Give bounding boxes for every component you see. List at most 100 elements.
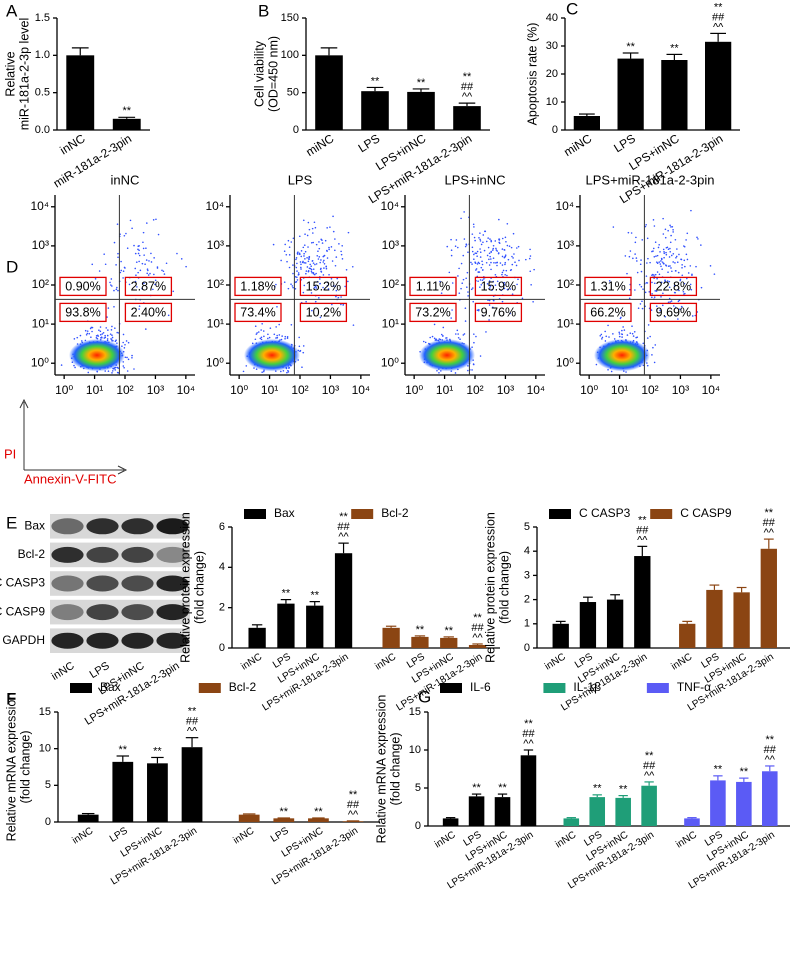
bar xyxy=(579,602,597,648)
scatter-dot xyxy=(111,336,114,339)
scatter-dot xyxy=(334,285,337,287)
scatter-dot xyxy=(667,248,670,251)
scatter-dot xyxy=(482,314,484,317)
x-tick-label: miNC xyxy=(303,131,336,159)
scatter-dot xyxy=(319,268,322,271)
significance-mark: ## xyxy=(712,11,725,23)
scatter-dot xyxy=(261,371,263,373)
scatter-dot xyxy=(668,256,671,258)
x-tick-label: 10¹ xyxy=(261,383,278,397)
scatter-dot xyxy=(94,278,97,280)
scatter-dot xyxy=(665,251,667,254)
scatter-dot xyxy=(310,241,313,244)
scatter-dot xyxy=(110,329,113,331)
legend-label: Bax xyxy=(100,680,121,694)
scatter-dot xyxy=(498,238,501,240)
x-tick-label: inNC xyxy=(670,651,695,672)
scatter-dot xyxy=(613,338,616,340)
y-tick-label: 0 xyxy=(45,816,51,828)
blot-band xyxy=(51,604,84,621)
scatter-dot xyxy=(128,283,131,286)
scatter-dot xyxy=(494,240,497,242)
scatter-dot xyxy=(116,371,119,374)
scatter-dot xyxy=(338,243,340,245)
scatter-dot xyxy=(622,326,624,328)
scatter-dot xyxy=(492,280,495,283)
scatter-dot xyxy=(320,270,322,273)
scatter-dot xyxy=(135,274,137,277)
y-tick-label: 4 xyxy=(219,561,225,573)
scatter-dot xyxy=(658,261,661,263)
quadrant-label: 9.76% xyxy=(481,306,516,320)
scatter-dot xyxy=(300,268,302,270)
scatter-dot xyxy=(325,265,327,268)
y-tick-label: 10² xyxy=(32,277,49,291)
scatter-dot xyxy=(672,305,675,307)
scatter-dot xyxy=(133,244,135,247)
scatter-dot xyxy=(117,256,119,259)
scatter-dot xyxy=(116,342,118,344)
scatter-dot xyxy=(347,231,350,234)
scatter-dot xyxy=(344,285,346,288)
y-tick-label: 10³ xyxy=(207,238,224,252)
scatter-dot xyxy=(298,336,300,339)
scatter-dot xyxy=(515,247,518,249)
legend-label: Bcl-2 xyxy=(229,680,257,694)
scatter-dot xyxy=(261,322,263,325)
scatter-dot xyxy=(107,370,110,372)
scatter-dot xyxy=(498,218,500,221)
scatter-dot xyxy=(288,266,291,269)
scatter-dot xyxy=(676,248,678,250)
scatter-dot xyxy=(503,249,506,251)
scatter-dot xyxy=(319,316,322,319)
scatter-dot xyxy=(273,333,276,336)
scatter-dot xyxy=(455,239,458,241)
scatter-dot xyxy=(463,238,466,240)
scatter-dot xyxy=(326,227,328,229)
scatter-dot xyxy=(100,336,103,339)
scatter-dot xyxy=(134,280,137,283)
scatter-dot xyxy=(439,280,441,283)
scatter-dot xyxy=(671,225,674,228)
scatter-dot xyxy=(302,345,305,347)
scatter-dot xyxy=(631,325,633,327)
scatter-dot xyxy=(275,326,277,328)
scatter-dot xyxy=(669,241,672,244)
scatter-dot xyxy=(180,258,183,260)
quadrant-box xyxy=(409,276,457,297)
scatter-dot xyxy=(629,288,631,291)
y-tick-label: 10³ xyxy=(32,238,49,252)
y-tick-label: 10⁰ xyxy=(31,355,49,369)
scatter-dot xyxy=(284,337,286,340)
scatter-dot xyxy=(322,261,325,263)
y-tick-label: 40 xyxy=(546,12,558,24)
scatter-dot xyxy=(292,286,294,289)
blot-band xyxy=(51,632,84,649)
scatter-dot xyxy=(122,365,125,367)
scatter-dot xyxy=(440,292,443,294)
scatter-dot xyxy=(471,369,473,371)
significance-mark: ** xyxy=(153,745,162,757)
scatter-dot xyxy=(663,263,665,265)
bar xyxy=(248,627,266,648)
blot-row-label: C CASP3 xyxy=(0,576,45,590)
bar xyxy=(736,781,752,826)
scatter-dot xyxy=(299,261,302,263)
scatter-dot xyxy=(642,342,645,345)
scatter-dot xyxy=(676,261,679,264)
scatter-dot xyxy=(649,261,651,264)
panel-letter: A xyxy=(6,1,18,20)
scatter-dot xyxy=(631,332,634,335)
scatter-dot xyxy=(599,334,602,337)
scatter-dot xyxy=(460,262,463,265)
y-tick-label: 10¹ xyxy=(207,316,224,330)
scatter-dot xyxy=(284,243,286,246)
legend-label: C CASP3 xyxy=(579,506,631,520)
scatter-dot xyxy=(259,337,262,340)
scatter-dot xyxy=(141,262,144,265)
bar xyxy=(442,818,459,826)
scatter-dot xyxy=(669,301,671,303)
scatter-dot xyxy=(287,371,290,373)
scatter-dot xyxy=(653,274,655,276)
scatter-dot xyxy=(457,336,460,339)
